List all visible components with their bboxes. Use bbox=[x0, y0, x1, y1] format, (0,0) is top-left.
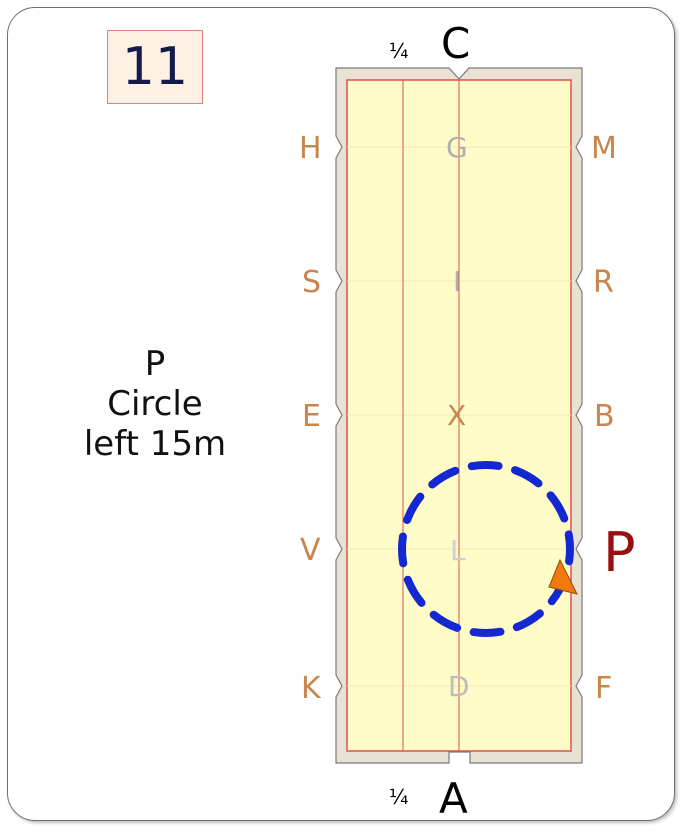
instruction-figure: Circle bbox=[107, 384, 203, 424]
letter-i: I bbox=[453, 265, 461, 298]
circle-path bbox=[398, 461, 574, 637]
letter-m: M bbox=[591, 131, 617, 166]
movement-instruction: P Circle left 15m bbox=[50, 344, 260, 464]
letter-c: C bbox=[441, 19, 470, 68]
letter-k: K bbox=[301, 671, 322, 706]
letter-e: E bbox=[302, 399, 321, 434]
instruction-detail: left 15m bbox=[83, 424, 227, 464]
quarter-mark-bottom: ¼ bbox=[389, 785, 408, 809]
letter-g: G bbox=[446, 131, 468, 164]
letter-b: B bbox=[594, 399, 615, 434]
letter-h: H bbox=[299, 131, 322, 166]
quarter-mark-top: ¼ bbox=[389, 39, 408, 63]
test-number: 11 bbox=[121, 37, 189, 97]
letter-l: L bbox=[450, 534, 466, 567]
letter-r: R bbox=[593, 265, 614, 300]
letter-f: F bbox=[595, 671, 612, 706]
letter-s: S bbox=[302, 265, 321, 300]
test-number-badge: 11 bbox=[107, 30, 203, 104]
letter-x: X bbox=[447, 399, 466, 432]
letter-d: D bbox=[448, 670, 470, 703]
direction-arrow-icon bbox=[548, 558, 578, 595]
letter-v: V bbox=[300, 533, 321, 568]
letter-a: A bbox=[439, 774, 468, 823]
instruction-letter: P bbox=[144, 344, 166, 384]
letter-p-marker: P bbox=[603, 521, 636, 584]
